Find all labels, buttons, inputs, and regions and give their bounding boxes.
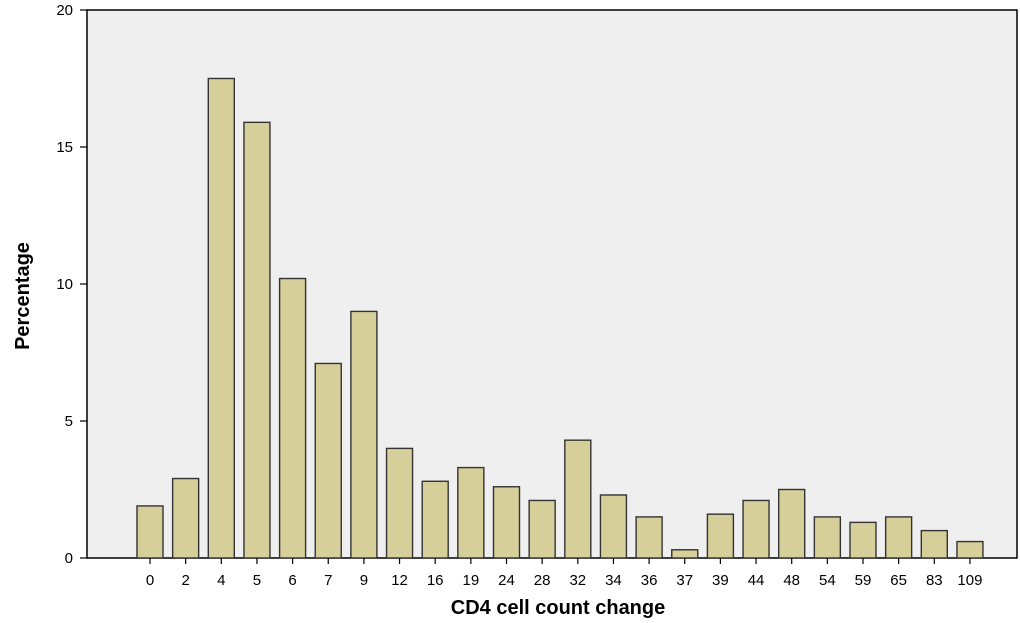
bar (528, 499, 556, 559)
bars-group (136, 77, 984, 559)
bar (920, 529, 948, 559)
x-tick-label: 59 (855, 572, 872, 589)
bar (136, 505, 164, 559)
x-tick-label: 48 (783, 572, 800, 589)
bar (956, 540, 984, 559)
x-tick-label: 32 (569, 572, 586, 589)
x-tick-label: 34 (605, 572, 622, 589)
y-tick-label: 15 (56, 139, 73, 156)
bar (350, 310, 378, 559)
y-tick-label: 5 (65, 413, 73, 430)
y-axis-title: Percentage (12, 242, 34, 350)
x-tick-label: 6 (288, 572, 296, 589)
x-tick-label: 65 (890, 572, 907, 589)
y-axis: 0 5 10 15 20 (56, 2, 87, 567)
bar (706, 513, 735, 559)
x-tick-label: 12 (391, 572, 408, 589)
bar (671, 549, 699, 559)
x-tick-label: 54 (819, 572, 836, 589)
bar (742, 499, 770, 559)
x-tick-label: 0 (146, 572, 154, 589)
x-tick-label: 16 (427, 572, 444, 589)
x-tick-label: 36 (641, 572, 658, 589)
bar (492, 486, 521, 559)
y-tick-label: 10 (56, 276, 73, 293)
x-tick-label: 83 (926, 572, 943, 589)
x-tick-label: 19 (463, 572, 480, 589)
bar (849, 521, 877, 559)
x-axis: 0 2 4 5 6 7 9 12 16 19 24 28 32 34 36 37 39 44 48 54 59 65 83 1… (146, 558, 982, 589)
x-tick-label: 109 (957, 572, 982, 589)
y-tick-label: 0 (65, 550, 73, 567)
x-tick-label: 5 (253, 572, 261, 589)
bar (207, 77, 236, 559)
bar (278, 277, 307, 559)
x-tick-label: 9 (360, 572, 368, 589)
x-tick-label: 39 (712, 572, 729, 589)
x-tick-label: 37 (676, 572, 693, 589)
x-tick-label: 28 (534, 572, 551, 589)
bar (314, 362, 342, 559)
plot-area (86, 9, 1018, 559)
bar (778, 488, 806, 559)
bar (457, 466, 485, 559)
bar (385, 447, 414, 559)
bar (171, 477, 200, 559)
bar (884, 516, 913, 559)
bar (599, 494, 628, 559)
x-tick-label: 7 (324, 572, 332, 589)
x-tick-label: 44 (748, 572, 765, 589)
bar (564, 439, 592, 559)
x-tick-label: 2 (181, 572, 189, 589)
y-tick-label: 20 (56, 2, 73, 19)
bar (243, 121, 271, 559)
x-tick-label: 24 (498, 572, 515, 589)
x-axis-title: CD4 cell count change (451, 597, 666, 619)
bar (813, 516, 842, 559)
x-tick-label: 4 (217, 572, 225, 589)
bar (635, 516, 663, 559)
bar (421, 480, 449, 559)
